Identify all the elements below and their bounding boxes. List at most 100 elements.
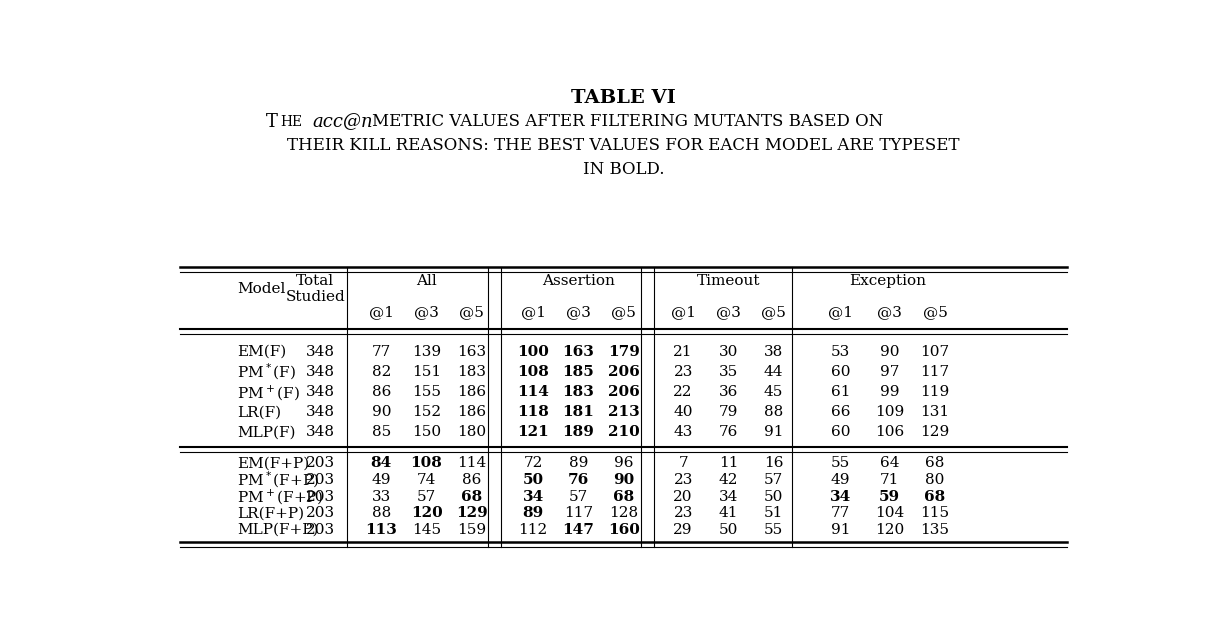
Text: 115: 115	[920, 506, 949, 520]
Text: 113: 113	[365, 523, 397, 537]
Text: 104: 104	[875, 506, 904, 520]
Text: 348: 348	[305, 385, 335, 399]
Text: 210: 210	[607, 425, 640, 439]
Text: LR(F+P): LR(F+P)	[237, 506, 304, 520]
Text: @3: @3	[414, 306, 439, 319]
Text: 150: 150	[413, 425, 441, 439]
Text: IN BOLD.: IN BOLD.	[583, 161, 664, 178]
Text: Exception: Exception	[849, 274, 926, 288]
Text: 23: 23	[673, 365, 692, 379]
Text: 203: 203	[305, 456, 335, 470]
Text: 147: 147	[562, 523, 594, 537]
Text: 119: 119	[920, 385, 949, 399]
Text: @3: @3	[716, 306, 741, 319]
Text: 348: 348	[305, 425, 335, 439]
Text: 90: 90	[613, 473, 634, 487]
Text: 49: 49	[831, 473, 851, 487]
Text: 55: 55	[764, 523, 784, 537]
Text: Assertion: Assertion	[542, 274, 615, 288]
Text: 145: 145	[413, 523, 441, 537]
Text: @1: @1	[671, 306, 696, 319]
Text: 131: 131	[920, 405, 949, 419]
Text: @3: @3	[566, 306, 591, 319]
Text: PM$^+$(F): PM$^+$(F)	[237, 383, 299, 402]
Text: 348: 348	[305, 365, 335, 379]
Text: 36: 36	[719, 385, 738, 399]
Text: 80: 80	[925, 473, 944, 487]
Text: 61: 61	[831, 385, 851, 399]
Text: 59: 59	[879, 490, 901, 504]
Text: @3: @3	[877, 306, 902, 319]
Text: 50: 50	[522, 473, 544, 487]
Text: 109: 109	[875, 405, 904, 419]
Text: 106: 106	[875, 425, 904, 439]
Text: TABLE VI: TABLE VI	[571, 89, 677, 106]
Text: @1: @1	[828, 306, 853, 319]
Text: @5: @5	[762, 306, 786, 319]
Text: 155: 155	[413, 385, 441, 399]
Text: Timeout: Timeout	[696, 274, 761, 288]
Text: 88: 88	[764, 405, 784, 419]
Text: 64: 64	[880, 456, 899, 470]
Text: 89: 89	[568, 456, 588, 470]
Text: 117: 117	[563, 506, 593, 520]
Text: 66: 66	[831, 405, 851, 419]
Text: @5: @5	[922, 306, 947, 319]
Text: 16: 16	[764, 456, 784, 470]
Text: 44: 44	[764, 365, 784, 379]
Text: 55: 55	[831, 456, 851, 470]
Text: 45: 45	[764, 385, 784, 399]
Text: 90: 90	[371, 405, 391, 419]
Text: 40: 40	[673, 405, 692, 419]
Text: 117: 117	[920, 365, 949, 379]
Text: 68: 68	[925, 490, 946, 504]
Text: METRIC VALUES AFTER FILTERING MUTANTS BASED ON: METRIC VALUES AFTER FILTERING MUTANTS BA…	[372, 113, 884, 131]
Text: 89: 89	[522, 506, 544, 520]
Text: PM$^+$(F+P): PM$^+$(F+P)	[237, 487, 323, 506]
Text: Model: Model	[237, 282, 285, 296]
Text: 114: 114	[517, 385, 549, 399]
Text: 49: 49	[371, 473, 391, 487]
Text: 34: 34	[719, 490, 738, 504]
Text: 120: 120	[875, 523, 904, 537]
Text: 85: 85	[371, 425, 391, 439]
Text: acc@n: acc@n	[313, 113, 374, 131]
Text: 76: 76	[719, 425, 738, 439]
Text: 189: 189	[562, 425, 594, 439]
Text: 186: 186	[458, 385, 487, 399]
Text: 100: 100	[517, 345, 549, 358]
Text: 34: 34	[830, 490, 851, 504]
Text: 86: 86	[462, 473, 482, 487]
Text: 99: 99	[880, 385, 899, 399]
Text: 91: 91	[764, 425, 784, 439]
Text: 23: 23	[673, 473, 692, 487]
Text: Total
Studied: Total Studied	[286, 274, 346, 304]
Text: 185: 185	[562, 365, 594, 379]
Text: @1: @1	[369, 306, 394, 319]
Text: 71: 71	[880, 473, 899, 487]
Text: 159: 159	[458, 523, 487, 537]
Text: @5: @5	[611, 306, 636, 319]
Text: 96: 96	[613, 456, 634, 470]
Text: 68: 68	[461, 490, 482, 504]
Text: 203: 203	[305, 506, 335, 520]
Text: 183: 183	[562, 385, 594, 399]
Text: 50: 50	[719, 523, 738, 537]
Text: 57: 57	[764, 473, 784, 487]
Text: 128: 128	[610, 506, 638, 520]
Text: 42: 42	[719, 473, 739, 487]
Text: 60: 60	[831, 365, 851, 379]
Text: T: T	[267, 113, 279, 131]
Text: 34: 34	[522, 490, 544, 504]
Text: 22: 22	[673, 385, 692, 399]
Text: 74: 74	[417, 473, 436, 487]
Text: 135: 135	[920, 523, 949, 537]
Text: 68: 68	[925, 456, 944, 470]
Text: 129: 129	[456, 506, 488, 520]
Text: MLP(F): MLP(F)	[237, 425, 296, 439]
Text: THEIR KILL REASONS: THE BEST VALUES FOR EACH MODEL ARE TYPESET: THEIR KILL REASONS: THE BEST VALUES FOR …	[287, 137, 960, 154]
Text: 20: 20	[673, 490, 692, 504]
Text: 57: 57	[568, 490, 588, 504]
Text: 35: 35	[719, 365, 738, 379]
Text: 88: 88	[371, 506, 391, 520]
